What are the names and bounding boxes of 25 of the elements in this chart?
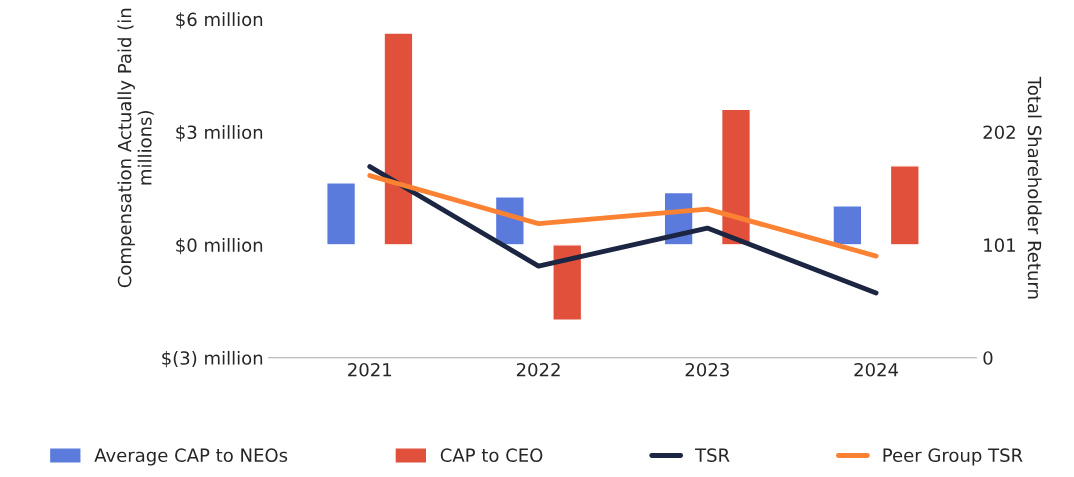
bar [383,32,414,246]
y-axis-title: Compensation Actually Paid (in millions) [117,8,154,288]
y2-tick-label: 101 [984,238,1015,252]
bar [832,205,863,246]
line-series [367,164,879,296]
legend-label: TSR [695,448,730,463]
y-tick-label: $6 million [176,12,263,29]
bar [552,244,583,321]
x-tick-label: 2021 [348,362,392,377]
bar [326,182,357,246]
y-tick-label: $3 million [176,125,263,142]
y2-tick-label: 202 [983,125,1015,140]
line-series [367,173,879,259]
y-tick-label: $(3) million [162,350,263,368]
legend-label: CAP to CEO [440,448,543,463]
y2-axis-title: Total Shareholder Return [1027,76,1042,299]
x-tick-label: 2022 [516,362,560,377]
x-tick-label: 2024 [854,362,899,377]
legend-label: Peer Group TSR [883,448,1023,466]
bar [720,108,752,246]
y-tick-label: $0 million [176,238,263,255]
bar [889,165,920,246]
legend-label: Average CAP to NEOs [94,448,288,466]
y2-tick-label: 0 [983,351,993,365]
x-tick-label: 2023 [685,362,729,377]
